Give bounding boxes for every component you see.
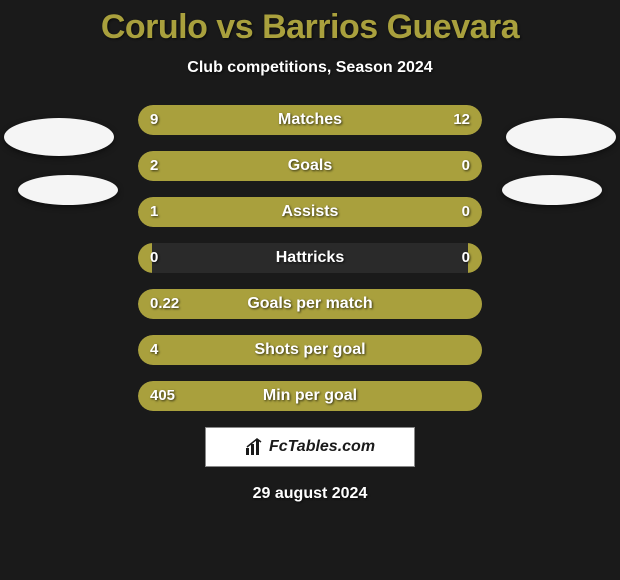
bar-label: Hattricks <box>138 243 482 273</box>
player-right-avatar <box>506 118 616 156</box>
team-left-avatar <box>18 175 118 205</box>
snapshot-date: 29 august 2024 <box>0 485 620 503</box>
stat-bar: 00Hattricks <box>138 243 482 273</box>
stats-bars: 912Matches 20Goals 10Assists 00Hattricks 0.2… <box>138 105 482 411</box>
stat-bar: 4Shots per goal <box>138 335 482 365</box>
player-left-avatar <box>4 118 114 156</box>
chart-icon <box>245 438 263 456</box>
stat-bar: 405Min per goal <box>138 381 482 411</box>
bar-fill-left <box>138 289 482 319</box>
team-right-avatar <box>502 175 602 205</box>
subtitle: Club competitions, Season 2024 <box>0 59 620 77</box>
bar-fill-right <box>468 243 482 273</box>
stat-bar: 0.22Goals per match <box>138 289 482 319</box>
fctables-logo: FcTables.com <box>205 427 415 467</box>
bar-fill-left <box>138 151 406 181</box>
bar-fill-right <box>406 151 482 181</box>
stat-bar: 20Goals <box>138 151 482 181</box>
stat-bar: 10Assists <box>138 197 482 227</box>
bar-fill-right <box>279 105 482 135</box>
bar-fill-left <box>138 243 152 273</box>
page-title: Corulo vs Barrios Guevara <box>0 0 620 47</box>
logo-text: FcTables.com <box>269 438 375 456</box>
bar-fill-left <box>138 381 482 411</box>
stat-bar: 912Matches <box>138 105 482 135</box>
bar-fill-left <box>138 335 482 365</box>
bar-fill-left <box>138 105 279 135</box>
bar-fill-left <box>138 197 406 227</box>
bar-fill-right <box>406 197 482 227</box>
